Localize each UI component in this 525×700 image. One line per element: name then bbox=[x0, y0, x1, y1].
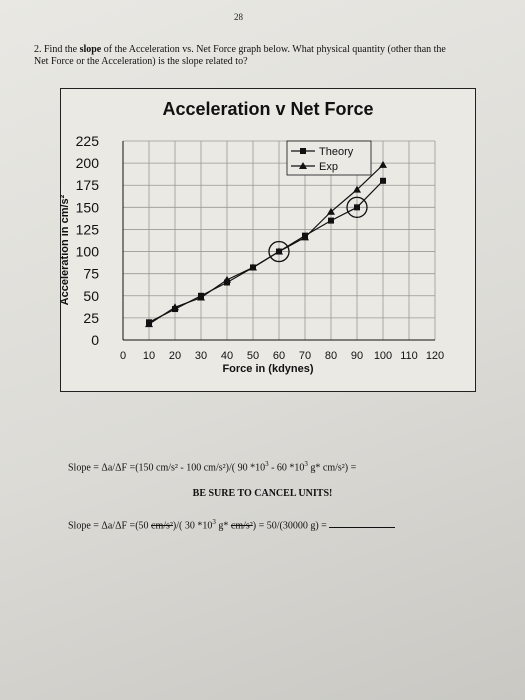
x-tick-label: 120 bbox=[426, 350, 444, 362]
series-line-exp bbox=[148, 164, 384, 325]
chart-title: Acceleration v Net Force bbox=[162, 99, 374, 119]
x-tick-label: 80 bbox=[325, 350, 337, 362]
legend-label-theory: Theory bbox=[319, 146, 354, 158]
exp-point bbox=[145, 320, 153, 328]
exp-point bbox=[379, 160, 387, 168]
exp-point bbox=[275, 247, 283, 255]
y-tick-label: 100 bbox=[76, 244, 100, 260]
eq2-cancelled-unit-2: cm/s² bbox=[230, 520, 253, 532]
x-tick-label: 110 bbox=[400, 350, 418, 362]
legend-label-exp: Exp bbox=[319, 161, 338, 173]
x-tick-label: 40 bbox=[221, 350, 233, 362]
exp-point bbox=[171, 303, 179, 311]
eq2-part-b: )/( 30 *10 bbox=[172, 520, 213, 532]
eq2-part-d: ) = 50/(30000 g) = bbox=[252, 520, 327, 532]
y-tick-label: 225 bbox=[76, 133, 100, 149]
page-number: 28 bbox=[234, 12, 243, 22]
slope-equation-1: Slope = Δa/ΔF =(150 cm/s² - 100 cm/s²)/(… bbox=[68, 460, 356, 473]
legend-marker-exp bbox=[299, 162, 307, 169]
eq2-part-c: g* bbox=[215, 520, 231, 532]
theory-point bbox=[354, 204, 360, 211]
y-tick-label: 150 bbox=[76, 199, 100, 215]
y-tick-label: 75 bbox=[83, 266, 99, 282]
y-tick-label: 175 bbox=[76, 177, 100, 193]
legend-box bbox=[286, 140, 372, 176]
x-tick-label: 10 bbox=[143, 350, 155, 362]
exp-point bbox=[223, 275, 231, 283]
exp-point bbox=[301, 233, 309, 241]
eq2-exp: 3 bbox=[212, 518, 216, 526]
theory-point bbox=[328, 217, 334, 224]
theory-point bbox=[380, 177, 386, 184]
exp-point bbox=[353, 185, 361, 193]
x-axis-label: Force in (kdynes) bbox=[222, 363, 314, 375]
x-tick-label: 70 bbox=[299, 350, 311, 362]
question-bold-word: slope bbox=[79, 44, 102, 55]
x-tick-label: 60 bbox=[273, 350, 285, 362]
eq1-part-a: Slope = Δa/ΔF =(150 cm/s² - 100 cm/s²)/(… bbox=[68, 462, 266, 474]
eq1-part-b: - 60 *10 bbox=[268, 462, 305, 474]
y-tick-label: 25 bbox=[83, 310, 99, 326]
y-tick-label: 200 bbox=[76, 155, 100, 171]
answer-blank-line[interactable] bbox=[329, 518, 396, 529]
y-tick-label: 125 bbox=[76, 221, 100, 237]
chart-svg: 225 200 175 150 125 100 75 50 25 0 0 10 20 30 40 50 60 70… bbox=[76, 133, 445, 362]
exp-point bbox=[327, 207, 335, 215]
question-prefix: 2. Find the bbox=[34, 44, 80, 55]
chart-area: 225 200 175 150 125 100 75 50 25 0 0 10 20 30 40 50 60 70… bbox=[59, 88, 476, 392]
x-tick-label: 0 bbox=[120, 350, 126, 362]
exp-point bbox=[249, 263, 257, 271]
question-text: 2. Find the slope of the Acceleration vs… bbox=[34, 44, 454, 68]
x-tick-label: 100 bbox=[374, 350, 392, 362]
slope-equation-2: Slope = Δa/ΔF =(50 cm/s²)/( 30 *103 g* c… bbox=[68, 518, 396, 532]
question-body: of the Acceleration vs. Net Force graph … bbox=[34, 44, 446, 67]
x-tick-label: 50 bbox=[247, 350, 259, 362]
x-tick-label: 20 bbox=[169, 350, 181, 362]
y-axis-label: Acceleration in cm/s² bbox=[59, 194, 71, 306]
circled-point-annotation bbox=[268, 240, 290, 263]
cancel-units-note: BE SURE TO CANCEL UNITS! bbox=[192, 488, 333, 499]
eq1-exp-1: 3 bbox=[265, 460, 269, 468]
circled-point-annotation bbox=[346, 196, 368, 218]
x-tick-label: 90 bbox=[351, 350, 363, 362]
x-tick-label: 30 bbox=[195, 350, 207, 362]
eq1-part-c: g* cm/s²) = bbox=[307, 462, 357, 474]
eq2-part-a: Slope = Δa/ΔF =(50 bbox=[68, 520, 152, 532]
y-tick-label: 50 bbox=[83, 288, 99, 304]
eq1-exp-2: 3 bbox=[304, 460, 308, 468]
exp-point bbox=[197, 293, 205, 301]
eq2-cancelled-unit-1: cm/s² bbox=[151, 520, 173, 532]
y-tick-label: 0 bbox=[91, 332, 99, 348]
legend-marker-theory bbox=[300, 148, 306, 154]
